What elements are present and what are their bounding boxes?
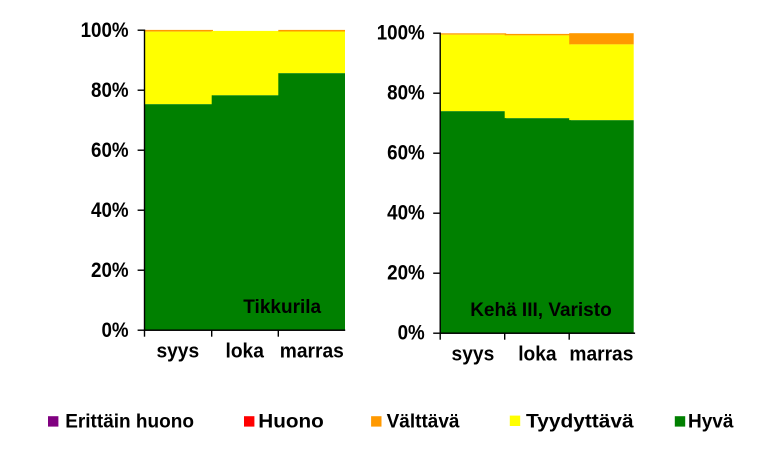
svg-text:0%: 0%	[398, 322, 425, 345]
svg-text:60%: 60%	[387, 142, 425, 165]
svg-text:Välttävä: Välttävä	[387, 412, 460, 433]
svg-text:marras: marras	[569, 343, 633, 365]
svg-text:80%: 80%	[387, 82, 425, 105]
svg-text:80%: 80%	[91, 79, 129, 102]
svg-text:40%: 40%	[387, 202, 425, 225]
svg-text:60%: 60%	[91, 139, 129, 162]
svg-text:loka: loka	[225, 340, 264, 362]
svg-text:Tikkurila: Tikkurila	[243, 297, 321, 318]
svg-text:syys: syys	[452, 343, 495, 365]
svg-text:syys: syys	[156, 340, 199, 362]
svg-text:Tyydyttävä: Tyydyttävä	[526, 411, 635, 432]
svg-text:marras: marras	[280, 340, 344, 362]
svg-text:100%: 100%	[81, 19, 129, 42]
svg-text:Kehä III, Varisto: Kehä III, Varisto	[470, 300, 612, 321]
svg-text:20%: 20%	[387, 262, 425, 285]
svg-text:0%: 0%	[101, 319, 128, 342]
svg-text:20%: 20%	[91, 259, 129, 282]
svg-text:loka: loka	[518, 343, 557, 365]
svg-text:Hyvä: Hyvä	[688, 412, 734, 433]
svg-text:Huono: Huono	[258, 411, 324, 432]
svg-text:100%: 100%	[377, 22, 425, 45]
svg-text:Erittäin huono: Erittäin huono	[65, 412, 194, 433]
svg-text:40%: 40%	[91, 199, 129, 222]
